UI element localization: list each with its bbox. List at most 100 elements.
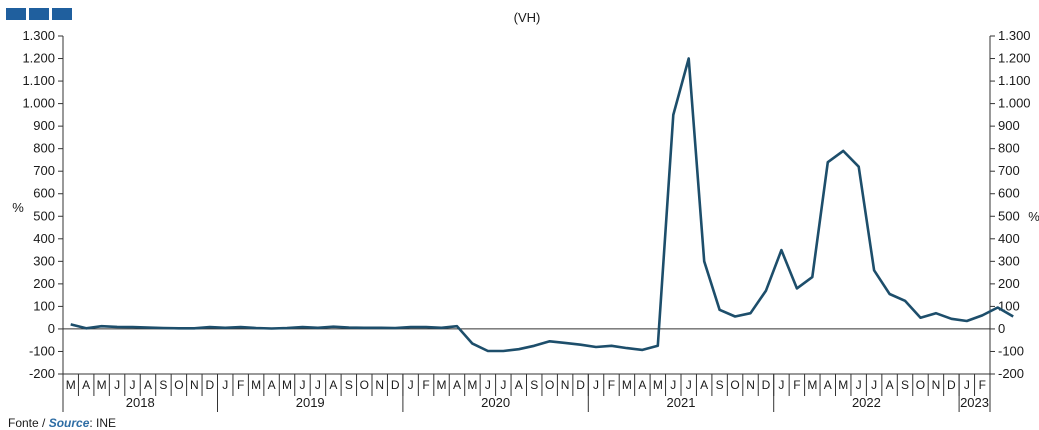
y-tick-label-right: 300	[998, 253, 1020, 268]
month-label: M	[622, 378, 632, 392]
month-label: J	[670, 378, 676, 392]
y-tick-label-left: 700	[33, 163, 55, 178]
source-suffix: : INE	[89, 416, 117, 430]
month-label: S	[530, 378, 538, 392]
month-label: O	[730, 378, 739, 392]
month-label: O	[545, 378, 554, 392]
month-label: A	[515, 378, 523, 392]
series-line	[70, 57, 1014, 353]
month-label: J	[485, 378, 491, 392]
y-tick-label-left: 600	[33, 186, 55, 201]
chart-series	[70, 57, 1014, 353]
month-label: J	[964, 378, 970, 392]
month-label: A	[453, 378, 461, 392]
y-tick-label-left: 1.300	[22, 28, 55, 43]
y-tick-label-left: 800	[33, 141, 55, 156]
y-tick-label-left: 0	[48, 321, 55, 336]
month-label: M	[437, 378, 447, 392]
logo-block-1	[6, 8, 26, 20]
month-label: N	[375, 378, 384, 392]
year-label: 2020	[481, 395, 510, 410]
month-label: J	[408, 378, 414, 392]
y-axis-label-right: %	[1028, 209, 1039, 224]
month-label: A	[886, 378, 894, 392]
month-label: D	[947, 378, 956, 392]
year-label: 2018	[126, 395, 155, 410]
chart-axes: -200 -200 -100 -100 0 0 100 100 200 200 300 300 400 4…	[22, 28, 1030, 381]
month-label: D	[762, 378, 771, 392]
y-tick-label-right: 700	[998, 163, 1020, 178]
month-label: A	[144, 378, 152, 392]
y-tick-label-right: 400	[998, 231, 1020, 246]
y-tick-label-left: -200	[29, 366, 55, 381]
month-label: N	[746, 378, 755, 392]
month-label: M	[97, 378, 107, 392]
y-tick-label-right: 1.300	[998, 28, 1031, 43]
y-axis-label-left: %	[12, 200, 24, 215]
month-label: J	[686, 378, 692, 392]
y-tick-label-right: 1.200	[998, 51, 1031, 66]
y-tick-label-right: 0	[998, 321, 1005, 336]
y-tick-label-right: 900	[998, 118, 1020, 133]
y-tick-label-right: 1.000	[998, 96, 1031, 111]
month-label: M	[251, 378, 261, 392]
month-label: N	[561, 378, 570, 392]
y-tick-label-left: 900	[33, 118, 55, 133]
month-label: M	[807, 378, 817, 392]
month-label: D	[576, 378, 585, 392]
month-label: J	[130, 378, 136, 392]
month-label: A	[638, 378, 646, 392]
y-tick-label-left: 100	[33, 298, 55, 313]
month-label: D	[205, 378, 214, 392]
month-label: O	[916, 378, 925, 392]
month-label: D	[391, 378, 400, 392]
month-label: A	[824, 378, 832, 392]
month-label: F	[979, 378, 986, 392]
month-label: S	[901, 378, 909, 392]
month-label: J	[871, 378, 877, 392]
y-tick-label-left: 1.000	[22, 96, 55, 111]
month-label: F	[422, 378, 429, 392]
month-label: J	[593, 378, 599, 392]
month-label: J	[222, 378, 228, 392]
month-label: O	[360, 378, 369, 392]
ine-logo	[6, 8, 72, 20]
y-tick-label-right: 600	[998, 186, 1020, 201]
y-tick-label-right: 1.100	[998, 73, 1031, 88]
month-label: A	[268, 378, 276, 392]
chart-subtitle: (VH)	[514, 10, 541, 25]
month-label: N	[932, 378, 941, 392]
year-label: 2021	[667, 395, 696, 410]
y-tick-label-left: 500	[33, 208, 55, 223]
source-note: Fonte / Source: INE	[8, 416, 116, 430]
y-tick-label-right: 100	[998, 298, 1020, 313]
y-tick-label-left: 200	[33, 276, 55, 291]
year-label: 2019	[296, 395, 325, 410]
month-label: J	[315, 378, 321, 392]
month-label: J	[500, 378, 506, 392]
year-label: 2022	[852, 395, 881, 410]
y-tick-label-right: 500	[998, 208, 1020, 223]
month-label: M	[282, 378, 292, 392]
month-label: A	[82, 378, 90, 392]
y-tick-label-left: -100	[29, 343, 55, 358]
month-label: M	[66, 378, 76, 392]
y-tick-label-left: 400	[33, 231, 55, 246]
month-label: O	[174, 378, 183, 392]
month-label: M	[467, 378, 477, 392]
y-tick-label-left: 300	[33, 253, 55, 268]
month-label: A	[329, 378, 337, 392]
month-label: J	[299, 378, 305, 392]
y-tick-label-right: -100	[998, 343, 1024, 358]
y-tick-label-left: 1.100	[22, 73, 55, 88]
source-word: Source	[48, 416, 90, 430]
month-label: S	[159, 378, 167, 392]
month-label: J	[114, 378, 120, 392]
month-label: S	[716, 378, 724, 392]
line-chart: (VH) % % -200 -200 -100 -100 0 0 100 100 200 200 3…	[12, 10, 1039, 412]
month-label: A	[700, 378, 708, 392]
y-tick-label-right: 200	[998, 276, 1020, 291]
month-label: N	[190, 378, 199, 392]
month-label: F	[793, 378, 800, 392]
